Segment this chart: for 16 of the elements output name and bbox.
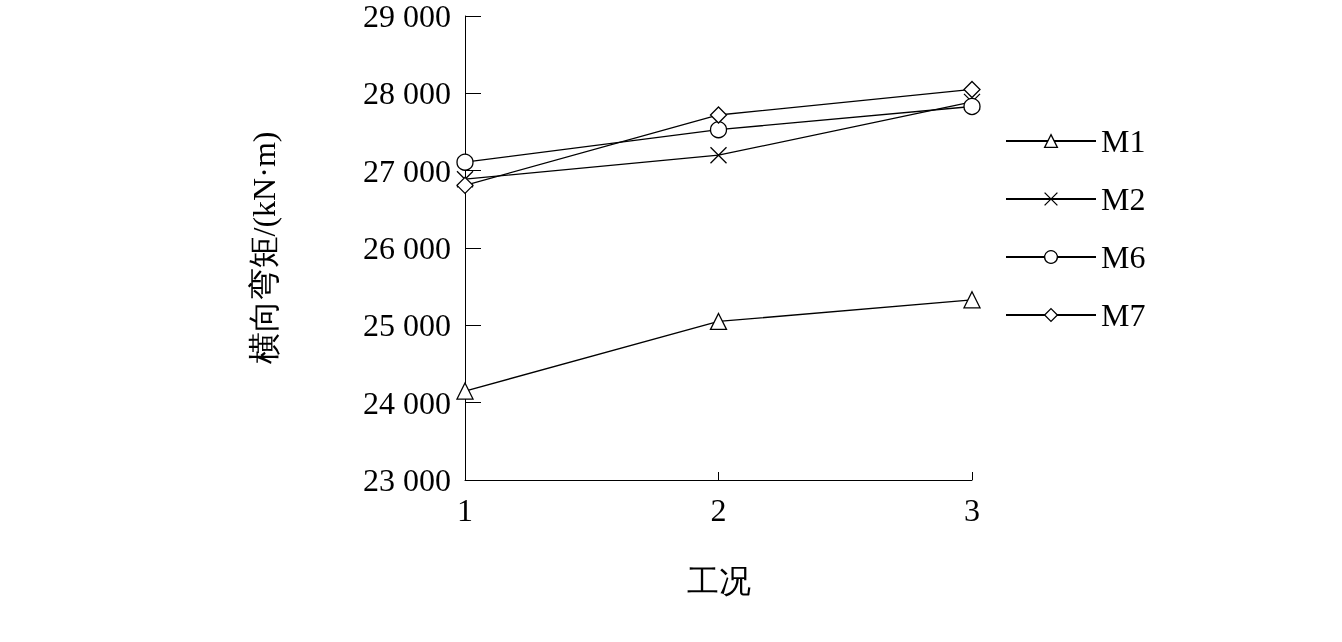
y-tick-label: 25 000 — [363, 307, 451, 344]
y-tick-label: 26 000 — [363, 230, 451, 266]
y-tick-label: 29 000 — [363, 0, 451, 34]
y-tick-label: 23 000 — [363, 462, 451, 498]
legend-label: M1 — [1101, 123, 1146, 159]
y-tick-label: 28 000 — [363, 75, 451, 112]
legend-label: M6 — [1101, 239, 1146, 275]
x-axis-title: 工况 — [686, 563, 751, 599]
y-tick-label: 27 000 — [363, 152, 451, 189]
legend-label: M7 — [1101, 297, 1146, 333]
x-tick-label: 3 — [964, 492, 980, 528]
x-tick-label: 2 — [710, 492, 727, 528]
legend-label: M2 — [1101, 181, 1146, 217]
y-tick-label: 24 000 — [363, 384, 451, 421]
y-axis-title: 横向弯矩/(kN·m) — [246, 131, 282, 365]
x-tick-label: 1 — [457, 492, 473, 528]
